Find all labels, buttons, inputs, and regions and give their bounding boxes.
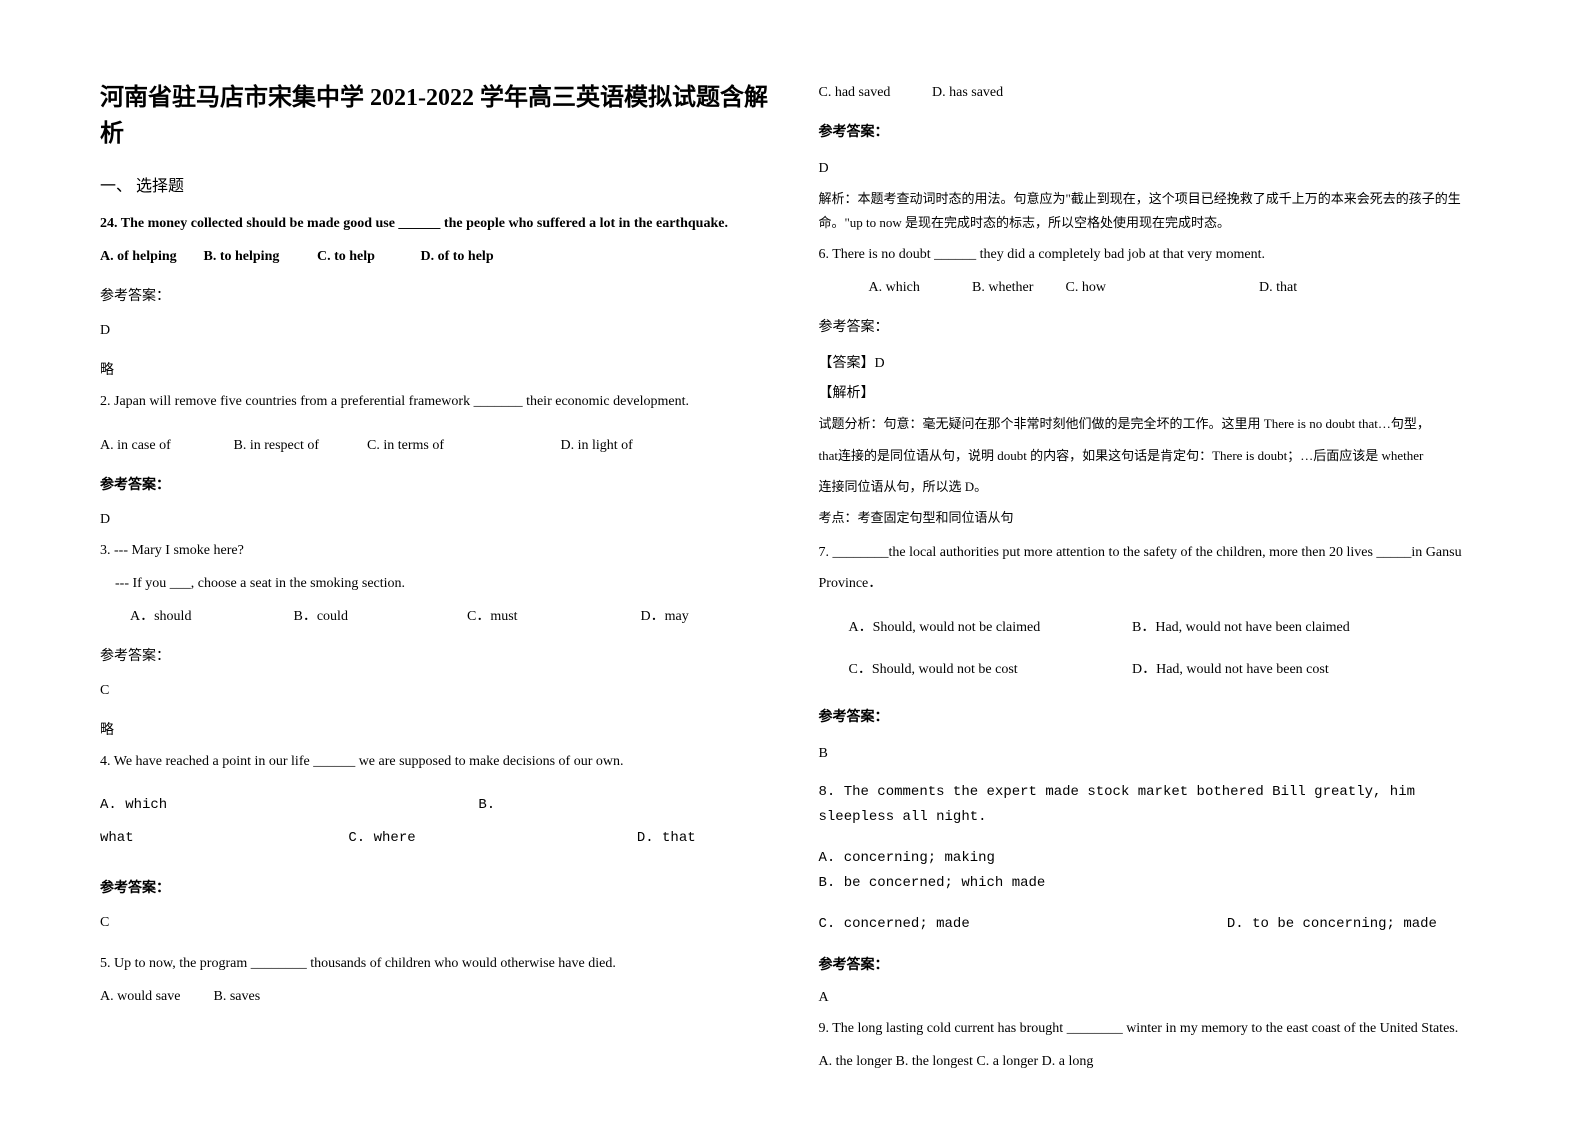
q6-analysis1: 试题分析：句意：毫无疑问在那个非常时刻他们做的是完全坏的工作。这里用 There…: [819, 412, 1488, 435]
q24-note: 略: [100, 359, 769, 379]
q8-text: 8. The comments the expert made stock ma…: [819, 780, 1488, 830]
q5-optC: C. had saved: [819, 80, 929, 105]
q3-answer: C: [100, 683, 769, 699]
q24-optD: D. of to help: [421, 244, 494, 269]
q6-optA: A. which: [869, 275, 969, 300]
q5-text: 5. Up to now, the program ________ thous…: [100, 951, 769, 976]
q8-options-row2: C. concerned; made D. to be concerning; …: [819, 912, 1488, 937]
q6-analysis2: that连接的是同位语从句，说明 doubt 的内容，如果这句话是肯定句：The…: [819, 444, 1488, 467]
q6-analysis4: 考点：考查固定句型和同位语从句: [819, 506, 1488, 529]
q6-options: A. which B. whether C. how D. that: [819, 275, 1488, 300]
q24-optA: A. of helping: [100, 244, 200, 269]
q3-optC: C．must: [467, 604, 637, 629]
q4-answer: C: [100, 915, 769, 931]
q6-analysis-head: 【解析】: [819, 382, 1488, 402]
q7-text: 7. ________the local authorities put mor…: [819, 538, 1488, 600]
q4-answer-label: 参考答案：: [100, 877, 769, 897]
q2-text: 2. Japan will remove five countries from…: [100, 389, 769, 414]
q9-text: 9. The long lasting cold current has bro…: [819, 1016, 1488, 1041]
q24-optB: B. to helping: [204, 244, 314, 269]
q6-text: 6. There is no doubt ______ they did a c…: [819, 242, 1488, 267]
q3-optA: A．should: [130, 604, 290, 629]
q5-optB: B. saves: [214, 984, 261, 1009]
q3-answer-label: 参考答案：: [100, 645, 769, 665]
q4-optC: C. where: [348, 826, 628, 851]
q8-optC: C. concerned; made: [819, 912, 1219, 937]
q7-options-row2: C．Should, would not be cost D．Had, would…: [819, 657, 1488, 682]
q4-optA: A. which: [100, 793, 470, 818]
left-column: 河南省驻马店市宋集中学 2021-2022 学年高三英语模拟试题含解析 一、 选…: [100, 80, 769, 1082]
q8-optB: B. be concerned; which made: [819, 871, 1046, 896]
q8-optD: D. to be concerning; made: [1227, 912, 1437, 937]
q6-optB: B. whether: [972, 275, 1062, 300]
q4-options-row1: A. which B.: [100, 793, 769, 818]
q2-answer-label: 参考答案：: [100, 474, 769, 494]
q24-optC: C. to help: [317, 244, 417, 269]
right-column: C. had saved D. has saved 参考答案： D 解析：本题考…: [819, 80, 1488, 1082]
q3-optD: D．may: [641, 604, 689, 629]
q6-optD: D. that: [1259, 275, 1297, 300]
q8-answer-label: 参考答案：: [819, 954, 1488, 974]
q8-answer: A: [819, 990, 1488, 1006]
q24-text: 24. The money collected should be made g…: [100, 211, 769, 236]
q5-optD: D. has saved: [932, 80, 1003, 105]
q4-optB: what: [100, 826, 340, 851]
q4-optD: D. that: [637, 826, 696, 851]
q24-options: A. of helping B. to helping C. to help D…: [100, 244, 769, 269]
q7-answer: B: [819, 746, 1488, 762]
q6-answer-label: 参考答案：: [819, 316, 1488, 336]
q3-text1: 3. --- Mary I smoke here?: [100, 538, 769, 563]
q6-optC: C. how: [1066, 275, 1256, 300]
q3-note: 略: [100, 719, 769, 739]
q7-optD: D．Had, would not have been cost: [1132, 657, 1329, 682]
q4-options-row2: what C. where D. that: [100, 826, 769, 851]
q24-answer-label: 参考答案：: [100, 285, 769, 305]
q6-answer-head: 【答案】D: [819, 352, 1488, 372]
q3-options: A．should B．could C．must D．may: [100, 604, 769, 629]
q5-answer: D: [819, 161, 1488, 177]
q5-options-row1: A. would save B. saves: [100, 984, 769, 1009]
q4-text: 4. We have reached a point in our life _…: [100, 749, 769, 774]
q2-answer: D: [100, 512, 769, 528]
q8-options-row1: A. concerning; making B. be concerned; w…: [819, 846, 1488, 896]
section-header: 一、 选择题: [100, 172, 769, 196]
q2-options: A. in case of B. in respect of C. in ter…: [100, 433, 769, 458]
q5-options-row2: C. had saved D. has saved: [819, 80, 1488, 105]
q7-answer-label: 参考答案：: [819, 706, 1488, 726]
q7-optB: B．Had, would not have been claimed: [1132, 615, 1350, 640]
q2-optD: D. in light of: [561, 433, 633, 458]
q5-optA: A. would save: [100, 984, 210, 1009]
q8-optA: A. concerning; making: [819, 846, 1309, 871]
q7-options-row1: A．Should, would not be claimed B．Had, wo…: [819, 615, 1488, 640]
q24-answer: D: [100, 323, 769, 339]
q5-answer-label: 参考答案：: [819, 121, 1488, 141]
q5-analysis: 解析：本题考查动词时态的用法。句意应为"截止到现在，这个项目已经挽救了成千上万的…: [819, 187, 1488, 234]
q4-optB-prefix: B.: [478, 793, 495, 818]
q7-optC: C．Should, would not be cost: [849, 657, 1129, 682]
q9-options: A. the longer B. the longest C. a longer…: [819, 1049, 1488, 1074]
q6-analysis3: 连接同位语从句，所以选 D。: [819, 475, 1488, 498]
q3-text2: --- If you ___, choose a seat in the smo…: [100, 571, 769, 596]
q3-optB: B．could: [294, 604, 464, 629]
q2-optB: B. in respect of: [234, 433, 364, 458]
q7-optA: A．Should, would not be claimed: [849, 615, 1129, 640]
q2-optA: A. in case of: [100, 433, 230, 458]
q2-optC: C. in terms of: [367, 433, 557, 458]
document-title: 河南省驻马店市宋集中学 2021-2022 学年高三英语模拟试题含解析: [100, 80, 769, 152]
